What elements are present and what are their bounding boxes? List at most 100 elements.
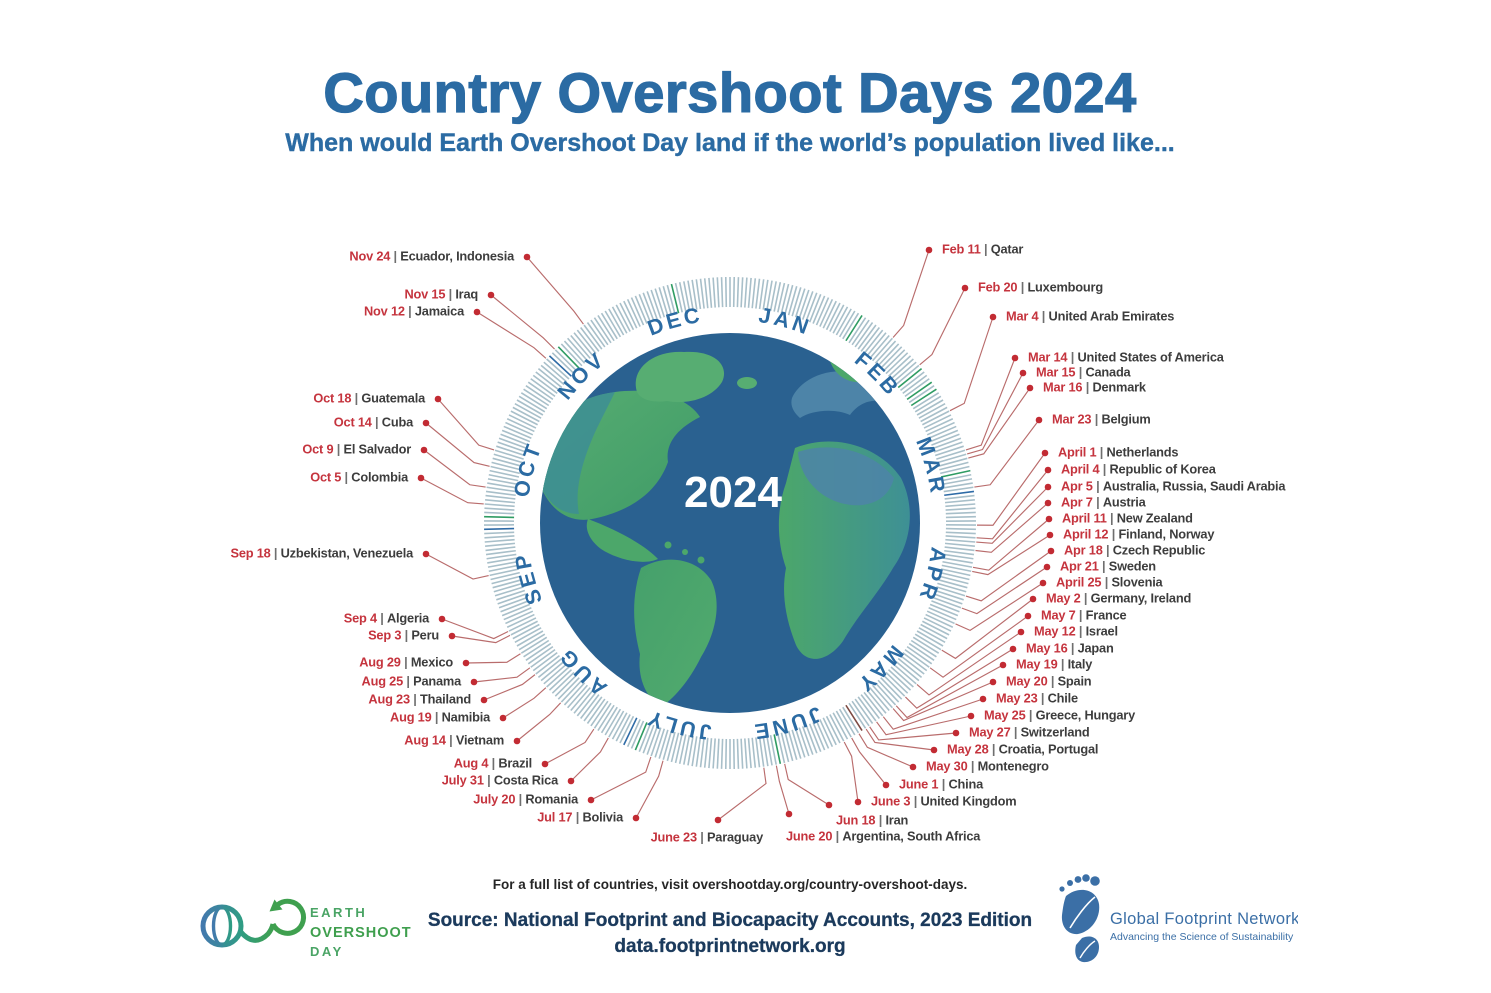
day-tick xyxy=(895,660,920,682)
leader-line xyxy=(526,256,584,325)
day-tick xyxy=(925,417,954,433)
day-tick xyxy=(535,371,560,392)
day-tick xyxy=(716,277,720,308)
day-tick xyxy=(926,421,955,436)
leader-line xyxy=(425,422,490,467)
day-tick xyxy=(611,712,628,740)
day-tick xyxy=(885,352,909,375)
leader-line xyxy=(961,566,1048,615)
day-tick xyxy=(890,666,914,688)
label-dot xyxy=(1044,499,1052,507)
leader-line xyxy=(965,357,1016,451)
day-tick xyxy=(576,329,597,355)
label-dot xyxy=(422,550,430,558)
leader-line xyxy=(502,687,547,719)
country-label: Aug 25 | Panama xyxy=(362,674,463,689)
island xyxy=(697,556,705,564)
day-tick xyxy=(570,687,591,712)
day-tick xyxy=(902,374,928,394)
day-tick xyxy=(866,332,887,357)
day-tick xyxy=(892,663,917,685)
day-tick xyxy=(670,283,680,314)
country-label: Aug 14 | Vietnam xyxy=(404,733,504,748)
day-tick xyxy=(732,277,736,308)
day-tick xyxy=(593,317,612,344)
day-tick xyxy=(708,277,713,308)
country-label: Aug 19 | Namibia xyxy=(390,710,491,725)
leader-line xyxy=(425,553,489,580)
day-tick xyxy=(758,279,765,310)
day-tick xyxy=(945,503,976,508)
island xyxy=(664,541,672,549)
label-dot xyxy=(1035,416,1043,424)
day-tick xyxy=(916,399,944,416)
day-tick xyxy=(537,657,563,678)
day-tick xyxy=(532,652,558,672)
day-tick xyxy=(580,327,600,352)
label-dot xyxy=(417,474,425,482)
day-tick xyxy=(798,289,810,319)
country-label: Nov 24 | Ecuador, Indonesia xyxy=(349,249,515,264)
day-tick xyxy=(940,465,970,475)
day-tick xyxy=(546,358,570,380)
country-label: June 20 | Argentina, South Africa xyxy=(786,829,981,844)
day-tick xyxy=(674,282,683,313)
day-tick xyxy=(487,557,517,564)
country-label: Aug 23 | Thailand xyxy=(368,692,471,707)
day-tick xyxy=(877,679,900,703)
leader-line xyxy=(895,664,1004,719)
day-tick xyxy=(940,568,971,577)
country-label: Mar 14 | United States of America xyxy=(1028,350,1225,365)
label-dot xyxy=(420,446,428,454)
label-dot xyxy=(1024,612,1032,620)
label-dot xyxy=(470,678,478,686)
day-tick xyxy=(537,368,563,389)
day-tick xyxy=(510,410,538,426)
day-tick xyxy=(703,278,709,309)
day-tick xyxy=(489,568,520,577)
day-tick xyxy=(666,731,676,762)
year-label: 2024 xyxy=(684,468,782,517)
day-tick xyxy=(485,546,516,552)
label-dot xyxy=(587,796,595,804)
day-tick xyxy=(906,381,933,401)
country-label: July 31 | Costa Rica xyxy=(442,773,559,788)
day-tick xyxy=(904,378,930,397)
country-label: June 3 | United Kingdom xyxy=(871,794,1016,809)
country-label: April 1 | Netherlands xyxy=(1058,445,1178,460)
day-tick xyxy=(516,399,544,416)
day-tick xyxy=(535,654,560,675)
day-tick xyxy=(646,291,659,320)
leader-line xyxy=(968,387,1031,459)
day-tick xyxy=(897,368,923,389)
day-tick xyxy=(744,738,748,769)
label-dot xyxy=(989,678,997,686)
loop-connector xyxy=(238,923,276,943)
leader-line xyxy=(635,760,664,819)
day-tick xyxy=(604,310,622,338)
day-tick xyxy=(832,306,849,334)
day-tick xyxy=(508,414,537,429)
label-dot xyxy=(1011,354,1019,362)
label-dot xyxy=(1041,449,1049,457)
day-tick xyxy=(762,736,769,767)
label-dot xyxy=(1046,531,1054,539)
day-tick xyxy=(518,395,546,413)
day-tick xyxy=(634,722,648,751)
day-tick xyxy=(838,708,856,736)
day-tick xyxy=(937,453,967,464)
day-tick xyxy=(496,445,526,457)
day-tick xyxy=(801,726,814,755)
day-tick xyxy=(890,358,914,380)
day-tick xyxy=(945,511,976,515)
day-tick xyxy=(892,361,917,383)
day-tick xyxy=(805,724,818,754)
day-tick xyxy=(766,735,773,766)
iceland xyxy=(737,377,757,389)
day-tick xyxy=(848,702,867,729)
gfn-logo-tagline: Advancing the Science of Sustainability xyxy=(1110,931,1294,943)
day-tick xyxy=(842,312,860,340)
leader-line xyxy=(717,767,767,821)
day-tick xyxy=(943,553,974,560)
label-dot xyxy=(499,714,507,722)
